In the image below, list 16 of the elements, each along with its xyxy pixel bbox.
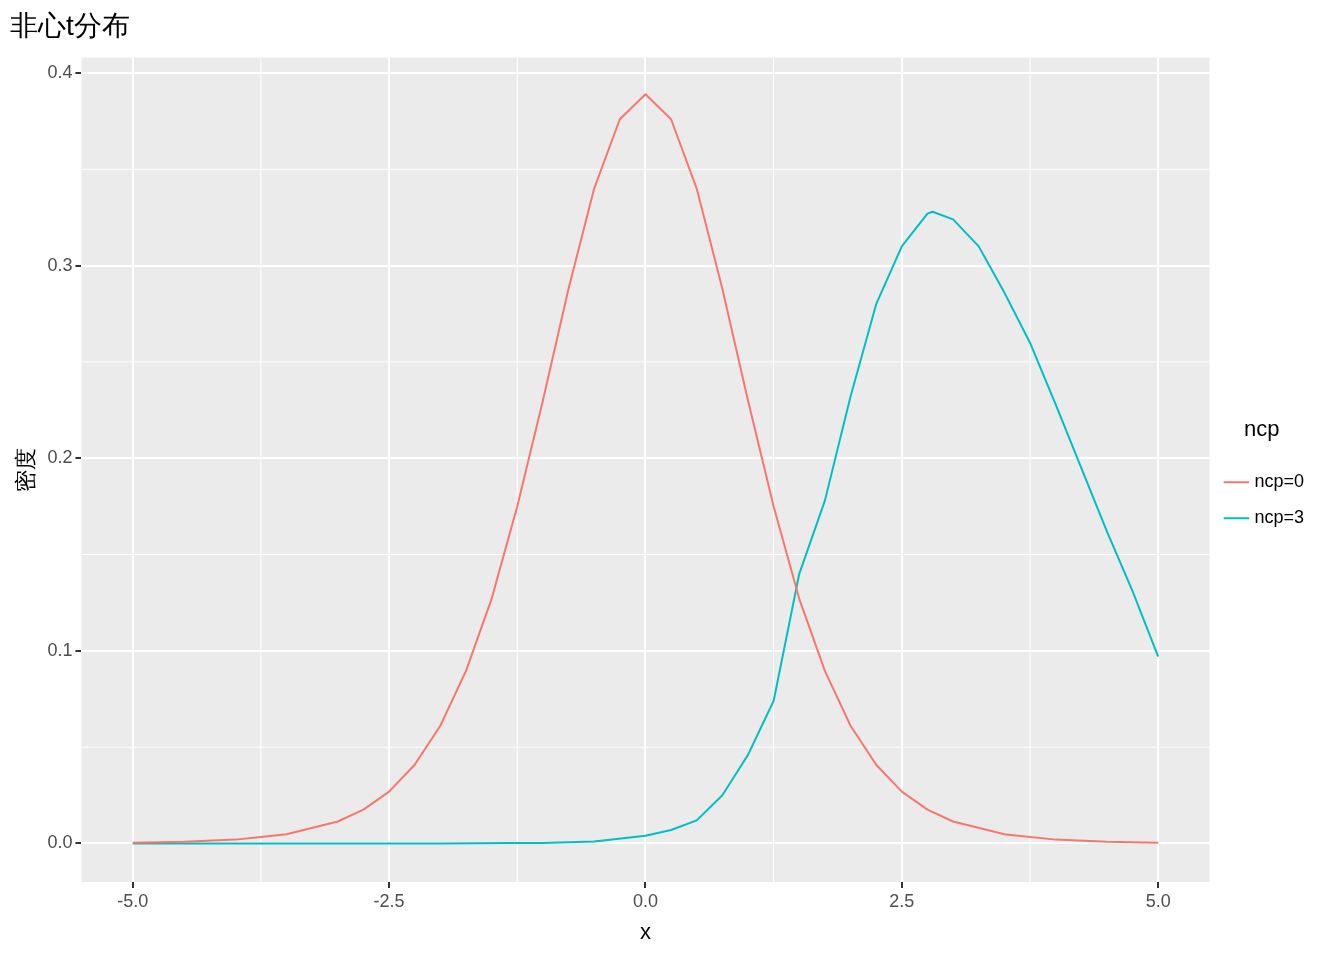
chart-title: 非心t分布 — [10, 9, 130, 41]
x-tick-label: 5.0 — [1145, 890, 1171, 911]
x-tick-label: 0.0 — [632, 890, 658, 911]
legend-title: ncp — [1243, 415, 1280, 441]
x-tick-label: -5.0 — [117, 890, 149, 911]
x-tick-label: -2.5 — [373, 890, 405, 911]
y-tick-label: 0.4 — [47, 61, 73, 82]
x-tick-label: 2.5 — [889, 890, 915, 911]
x-axis-title: x — [639, 918, 651, 944]
y-tick-label: 0.0 — [47, 832, 73, 853]
y-axis-title: 密度 — [13, 447, 39, 492]
y-tick-label: 0.2 — [47, 447, 73, 468]
y-tick-label: 0.1 — [47, 639, 73, 660]
y-tick-label: 0.3 — [47, 254, 73, 275]
legend-label: ncp=0 — [1254, 471, 1304, 492]
legend-label: ncp=3 — [1254, 507, 1304, 528]
